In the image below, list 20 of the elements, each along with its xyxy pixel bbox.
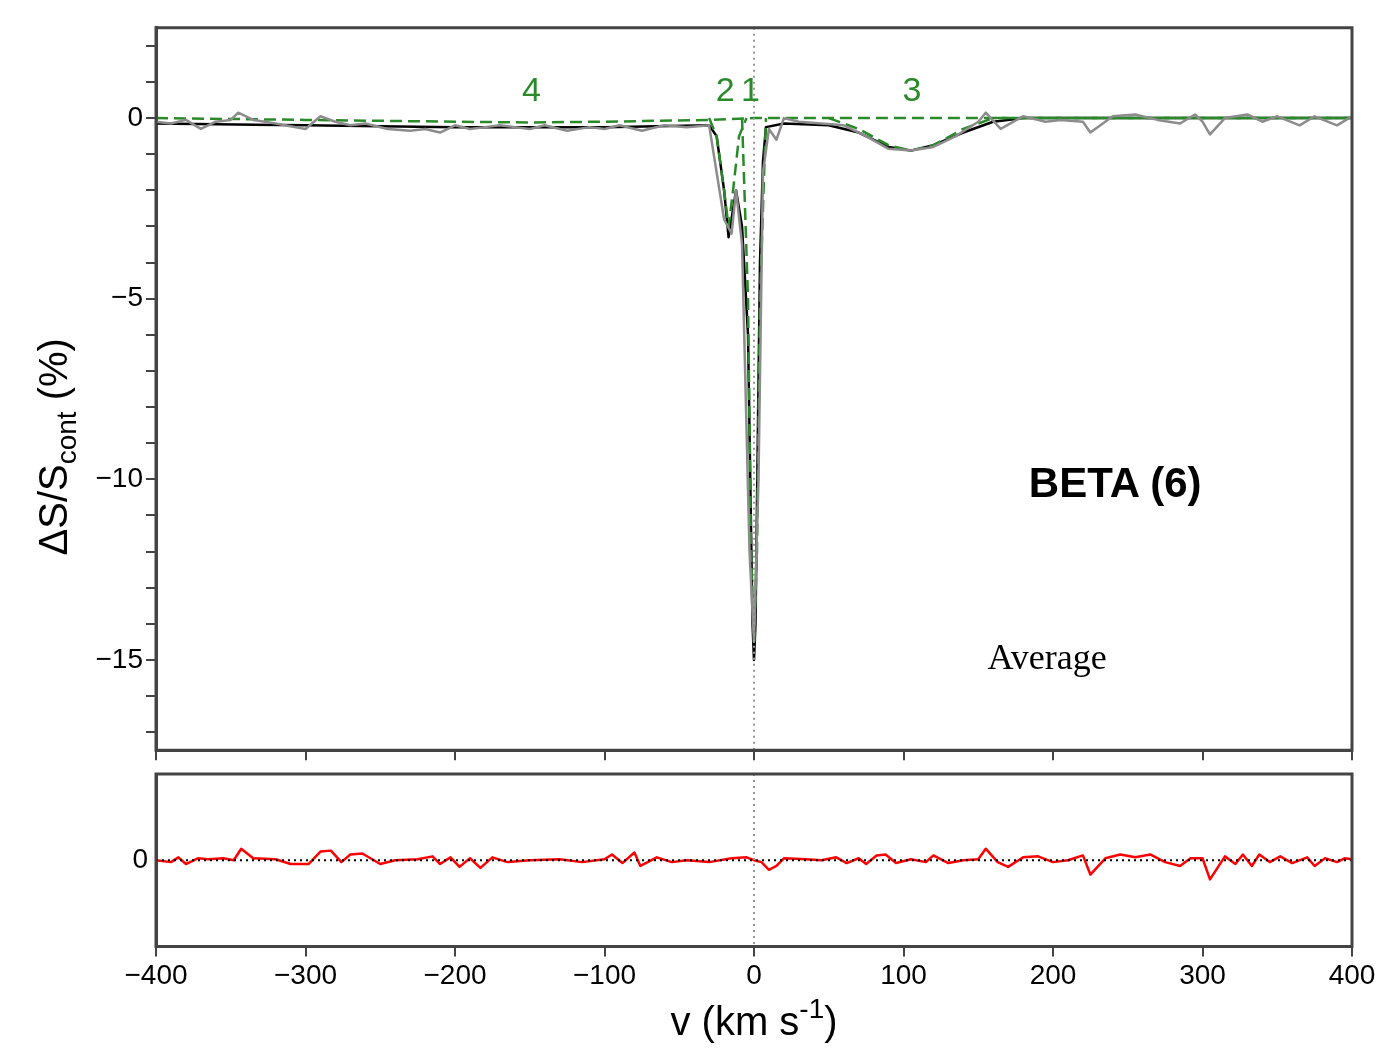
x-tick-label: −400: [124, 958, 188, 990]
y-tick-label: 0: [127, 100, 143, 132]
annotation: Average: [987, 637, 1107, 678]
annotation: 1: [740, 69, 760, 108]
x-tick-label: 0: [746, 958, 762, 990]
annotation: 3: [902, 69, 922, 108]
annotation: BETA (6): [1028, 459, 1202, 507]
y-tick-label: −5: [111, 281, 143, 313]
y-tick-label: −10: [95, 462, 143, 494]
annotation: 2: [715, 69, 735, 108]
x-tick-label: −100: [572, 958, 637, 990]
x-tick-label: 200: [1029, 958, 1077, 990]
x-tick-label: −200: [423, 958, 487, 990]
annotation: 4: [522, 69, 541, 108]
x-tick-label: 300: [1179, 958, 1226, 990]
x-tick-label: 100: [880, 958, 927, 990]
x-tick-label: −300: [273, 958, 338, 990]
y-tick-label: −15: [95, 642, 143, 674]
x-tick-label: 400: [1328, 958, 1376, 990]
y-axis-title: ΔS/Scont (%): [31, 338, 82, 556]
